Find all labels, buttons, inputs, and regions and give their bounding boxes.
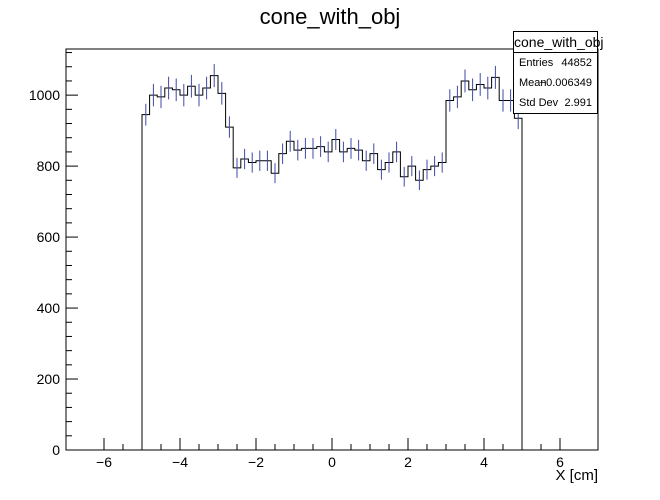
x-tick-label: −4 [172,454,188,470]
x-tick-label: 6 [556,454,564,470]
y-tick-label: 0 [52,442,60,458]
histogram-line [141,75,523,450]
stats-value-mean: −0.006349 [539,77,592,89]
stats-value-stddev: 2.991 [564,97,592,109]
y-tick-label: 400 [37,300,61,316]
stats-label-entries: Entries [519,57,554,69]
stats-box-title: cone_with_obj [514,32,604,53]
y-tick-label: 1000 [29,87,60,103]
x-tick-label: 4 [480,454,488,470]
stats-box: cone_with_obj Entries 44852 Mean −0.0063… [513,31,604,114]
y-tick-label: 800 [37,158,61,174]
stats-row-entries: Entries 44852 [514,53,597,73]
x-tick-label: 0 [328,454,336,470]
chart-title: cone_with_obj [259,4,401,29]
stats-label-stddev: Std Dev [519,97,559,109]
x-tick-label: −6 [96,454,112,470]
x-tick-label: −2 [248,454,264,470]
y-tick-label: 200 [37,371,61,387]
x-axis-label: X [cm] [555,467,598,484]
stats-row-mean: Mean −0.006349 [514,73,597,93]
y-tick-label: 600 [37,229,61,245]
x-tick-label: 2 [404,454,412,470]
stats-row-stddev: Std Dev 2.991 [514,93,597,113]
stats-label-mean: Mean [519,77,547,89]
stats-value-entries: 44852 [561,57,592,69]
